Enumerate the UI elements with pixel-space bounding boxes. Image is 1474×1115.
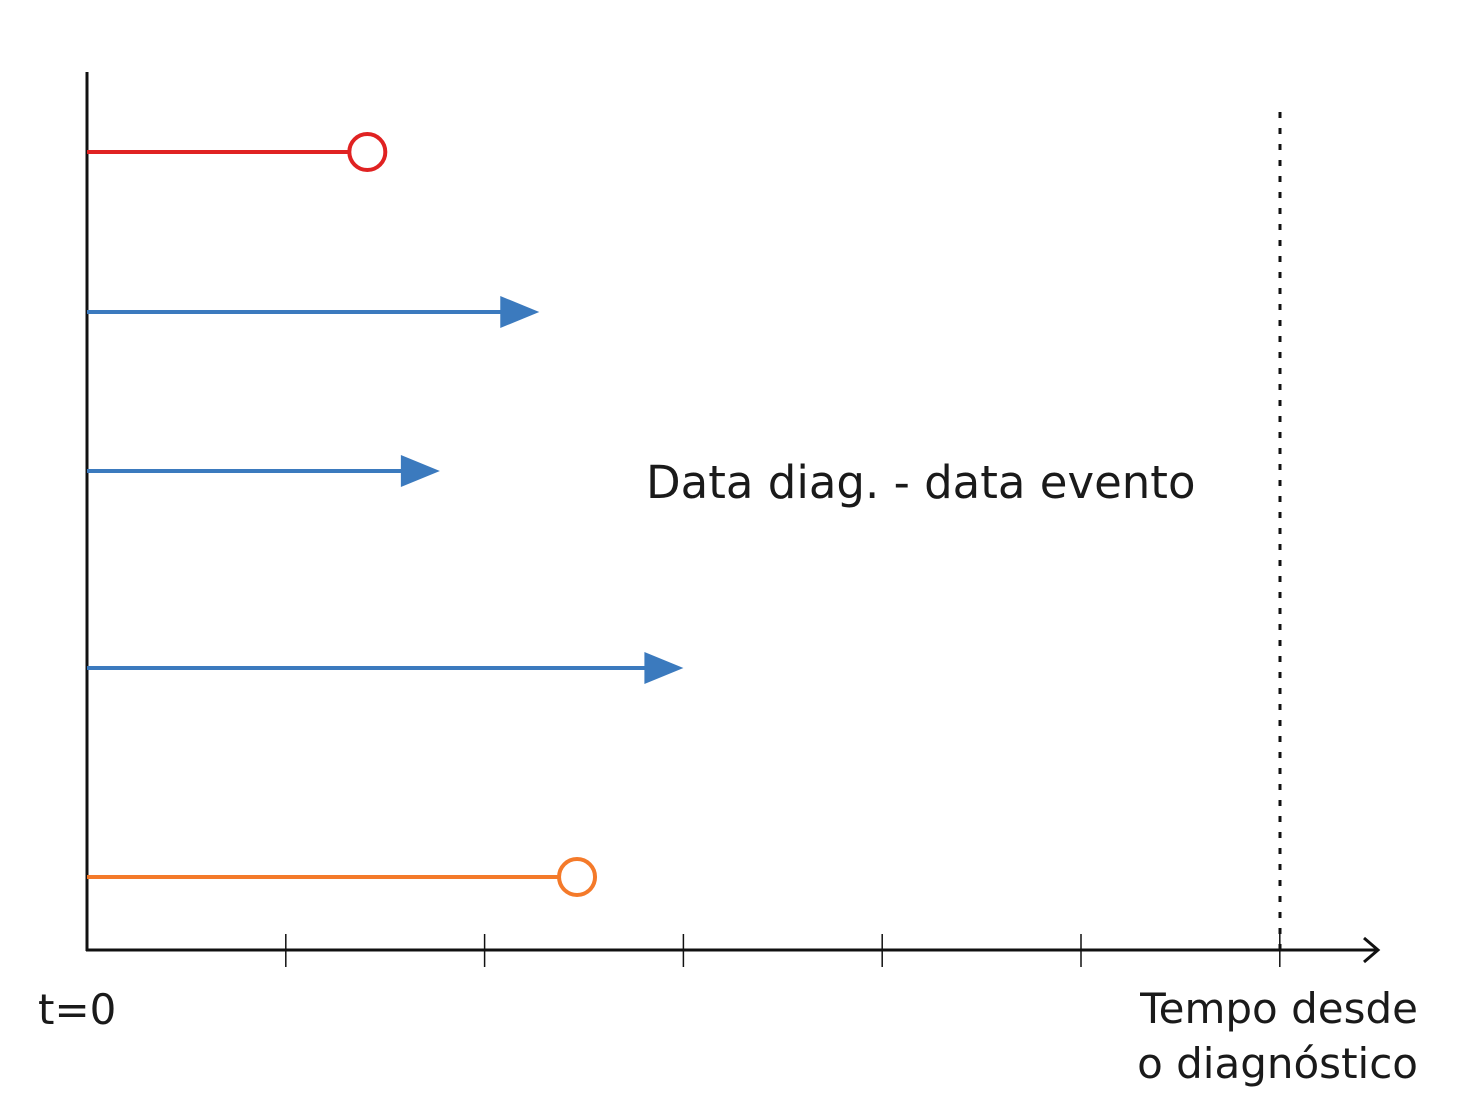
x-axis-ticks [285, 934, 1281, 967]
x-axis-label-line2: o diagnóstico [1137, 1039, 1418, 1088]
origin-label: t=0 [38, 985, 116, 1034]
x-axis-label-line1: Tempo desde [1139, 984, 1418, 1033]
censor-arrow-icon [500, 296, 540, 328]
x-axis-arrowhead [1363, 936, 1381, 964]
event-circle-icon [557, 857, 598, 897]
subject-5 [87, 857, 598, 897]
annotation-label: Data diag. - data evento [646, 456, 1195, 509]
subject-3 [87, 455, 440, 487]
subject-2 [87, 296, 540, 328]
subject-4 [87, 652, 684, 684]
event-circle-icon [347, 132, 388, 172]
subject-1 [87, 132, 388, 172]
censor-arrow-icon [644, 652, 684, 684]
censor-arrow-icon [400, 455, 440, 487]
subject-lines [87, 132, 684, 897]
